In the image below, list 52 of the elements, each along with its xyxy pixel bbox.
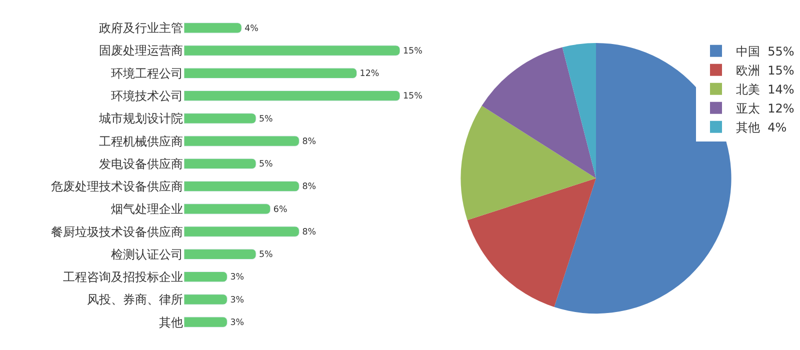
y-tick-label: 城市规划设计院 bbox=[98, 112, 183, 126]
data-label: 6% bbox=[273, 204, 288, 215]
y-tick-label: 风投、券商、律所 bbox=[87, 292, 183, 307]
pie-slice bbox=[562, 43, 596, 178]
data-label: 4% bbox=[244, 24, 258, 34]
bar bbox=[184, 113, 256, 124]
data-label: 8% bbox=[302, 182, 316, 192]
data-label: 15% bbox=[403, 46, 422, 56]
legend-label: 中国 55% bbox=[736, 44, 794, 59]
y-tick-label: 工程机械供应商 bbox=[99, 134, 183, 148]
bar bbox=[184, 226, 300, 237]
bar bbox=[184, 271, 228, 282]
data-label: 5% bbox=[259, 114, 273, 124]
pie-slice bbox=[554, 43, 732, 314]
y-tick-label: 危废处理技术设备供应商 bbox=[51, 180, 183, 194]
y-tick-label: 餐厨垃圾技术设备供应商 bbox=[51, 224, 183, 239]
pie-slice bbox=[467, 178, 596, 307]
data-label: 3% bbox=[230, 272, 244, 283]
legend-label: 其他 4% bbox=[736, 120, 787, 135]
bar bbox=[184, 204, 271, 214]
data-label: 3% bbox=[230, 295, 244, 306]
bar bbox=[184, 316, 228, 328]
y-tick-label: 检测认证公司 bbox=[111, 247, 183, 262]
y-tick-label: 环境技术公司 bbox=[111, 89, 183, 103]
data-label: 5% bbox=[259, 160, 273, 170]
bar bbox=[184, 68, 358, 79]
y-tick-label: 烟气处理企业 bbox=[111, 202, 183, 216]
bar bbox=[184, 90, 400, 102]
bar bbox=[184, 180, 300, 192]
bar bbox=[184, 136, 300, 146]
bar bbox=[184, 294, 228, 305]
legend-label: 北美 14% bbox=[736, 82, 794, 97]
y-tick-label: 固废处理运营商 bbox=[99, 44, 183, 58]
bar bbox=[184, 158, 256, 170]
data-label: 8% bbox=[302, 136, 316, 147]
data-label: 3% bbox=[230, 318, 244, 328]
data-label: 15% bbox=[403, 92, 422, 102]
y-tick-label: 政府及行业主管 bbox=[99, 21, 183, 36]
data-label: 12% bbox=[360, 69, 380, 80]
legend-label: 亚太 12% bbox=[736, 102, 794, 116]
y-tick-label: 工程咨询及招投标企业 bbox=[63, 270, 183, 284]
data-label: 8% bbox=[302, 227, 316, 238]
y-tick-label: 环境工程公司 bbox=[111, 66, 183, 80]
legend-label: 欧洲 15% bbox=[736, 64, 794, 78]
y-tick-label: 其他 bbox=[159, 315, 183, 330]
bar bbox=[184, 45, 400, 56]
y-tick-label: 发电设备供应商 bbox=[99, 156, 183, 171]
data-label: 5% bbox=[259, 250, 273, 260]
bar bbox=[184, 22, 242, 34]
pie-slice bbox=[482, 47, 596, 178]
bar bbox=[184, 248, 256, 260]
pie-slice bbox=[460, 106, 596, 220]
